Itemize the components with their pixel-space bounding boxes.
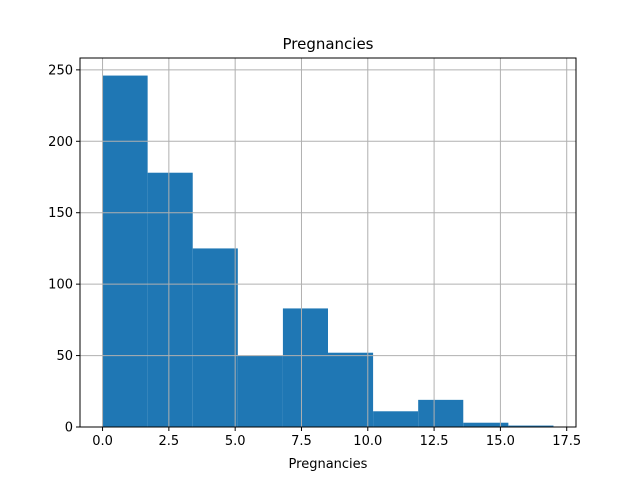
histogram-bar xyxy=(147,172,193,427)
x-tick-label: 2.5 xyxy=(159,434,180,449)
chart-title: Pregnancies xyxy=(282,35,373,53)
histogram-bar xyxy=(192,248,238,427)
x-tick-label: 0.0 xyxy=(92,434,113,449)
grid-lines xyxy=(80,58,576,428)
x-tick-label: 17.5 xyxy=(552,434,581,449)
histogram-bar xyxy=(282,308,328,427)
x-tick-label: 12.5 xyxy=(420,434,449,449)
histogram-bars xyxy=(102,75,554,428)
histogram-bar xyxy=(418,399,464,427)
axes xyxy=(79,57,577,428)
x-tick-label: 7.5 xyxy=(291,434,312,449)
x-tick-label: 5.0 xyxy=(225,434,246,449)
x-tick-label: 10.0 xyxy=(353,434,382,449)
histogram-bar xyxy=(463,422,509,427)
y-tick-label: 100 xyxy=(48,278,73,293)
x-tick-label: 15.0 xyxy=(486,434,515,449)
histogram-bar xyxy=(237,355,283,427)
histogram-bar xyxy=(328,352,374,427)
y-tick-label: 150 xyxy=(48,206,73,221)
y-tick-label: 250 xyxy=(48,63,73,78)
tick-labels: 0.0 2.5 5.0 7.5 10.0 12.5 15.0 17.5 0 50 100 150 200… xyxy=(48,63,581,449)
histogram-bar xyxy=(373,411,419,427)
y-tick-label: 0 xyxy=(65,421,73,436)
histogram-bar xyxy=(102,75,148,428)
y-tick-label: 50 xyxy=(56,349,73,364)
axes-frame xyxy=(79,57,577,428)
histogram-bar xyxy=(508,425,554,427)
x-axis-label: Pregnancies xyxy=(289,457,368,472)
y-tick-label: 200 xyxy=(48,135,73,150)
